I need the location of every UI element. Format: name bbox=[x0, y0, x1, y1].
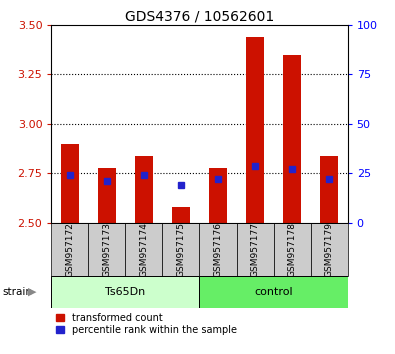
Bar bbox=[126, 223, 162, 276]
Bar bbox=[162, 223, 199, 276]
Bar bbox=[88, 223, 126, 276]
Text: ▶: ▶ bbox=[28, 287, 37, 297]
Text: GSM957179: GSM957179 bbox=[325, 222, 334, 277]
Bar bbox=[98, 167, 116, 223]
Legend: transformed count, percentile rank within the sample: transformed count, percentile rank withi… bbox=[56, 313, 237, 335]
Bar bbox=[172, 207, 190, 223]
Bar bbox=[310, 223, 348, 276]
Text: strain: strain bbox=[2, 287, 32, 297]
Bar bbox=[199, 276, 348, 308]
Bar bbox=[320, 156, 339, 223]
Text: GSM957173: GSM957173 bbox=[102, 222, 111, 277]
Text: Ts65Dn: Ts65Dn bbox=[105, 287, 145, 297]
Bar bbox=[51, 223, 88, 276]
Text: GSM957172: GSM957172 bbox=[65, 222, 74, 277]
Bar bbox=[274, 223, 310, 276]
Bar bbox=[246, 37, 264, 223]
Text: GSM957176: GSM957176 bbox=[213, 222, 222, 277]
Bar bbox=[60, 144, 79, 223]
Bar bbox=[135, 156, 153, 223]
Title: GDS4376 / 10562601: GDS4376 / 10562601 bbox=[125, 10, 274, 24]
Text: control: control bbox=[254, 287, 293, 297]
Bar bbox=[51, 276, 199, 308]
Text: GSM957175: GSM957175 bbox=[177, 222, 186, 277]
Bar bbox=[237, 223, 274, 276]
Bar bbox=[209, 167, 227, 223]
Bar bbox=[199, 223, 237, 276]
Text: GSM957178: GSM957178 bbox=[288, 222, 297, 277]
Text: GSM957177: GSM957177 bbox=[250, 222, 260, 277]
Text: GSM957174: GSM957174 bbox=[139, 222, 149, 277]
Bar bbox=[283, 55, 301, 223]
